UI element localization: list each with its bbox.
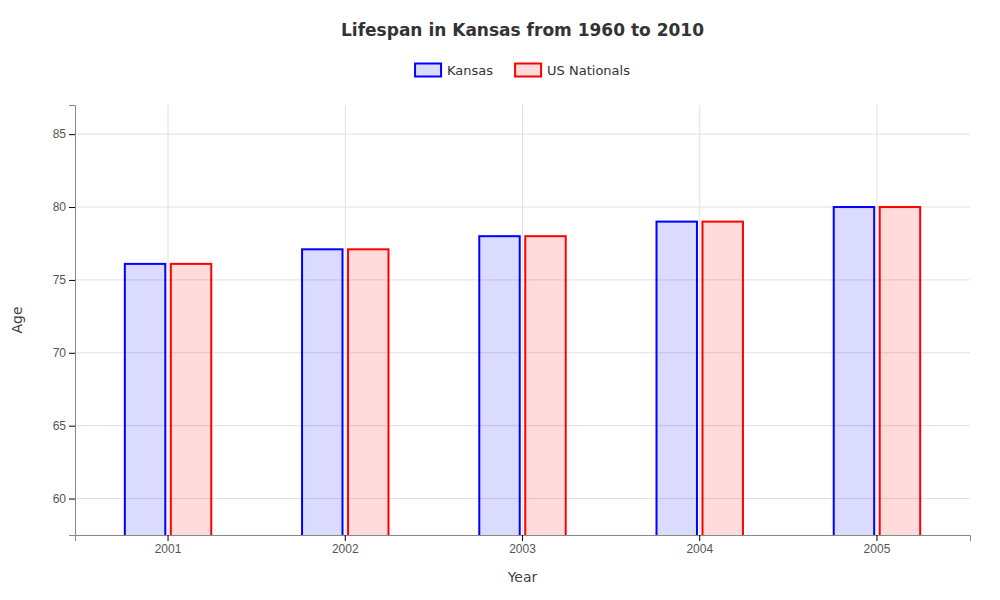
title: Lifespan in Kansas from 1960 to 2010 <box>341 20 704 40</box>
bar <box>880 207 920 535</box>
y-tick-mark <box>69 499 75 500</box>
y-axis-line <box>69 106 76 536</box>
x-tick-label: 2004 <box>686 542 713 556</box>
x-tick-label: 2005 <box>864 542 891 556</box>
y-tick-mark <box>69 134 75 135</box>
x-tick-mark <box>699 535 700 541</box>
y-tick-mark <box>69 426 75 427</box>
y-tick: 60 <box>53 492 75 506</box>
y-tick-label: 70 <box>53 346 67 360</box>
x-axis-title: Year <box>507 569 538 585</box>
bar-series <box>171 207 920 535</box>
bar <box>125 264 165 535</box>
y-tick-label: 80 <box>53 200 67 214</box>
legend-item: US Nationals <box>515 63 630 78</box>
grid-line-x <box>876 105 877 535</box>
x-tick: 2003 <box>509 535 536 556</box>
legend: Kansas US Nationals <box>415 63 630 78</box>
bar <box>657 222 697 535</box>
bar-series <box>125 207 874 535</box>
bar <box>302 249 342 535</box>
x-tick-mark <box>345 535 346 541</box>
y-tick: 65 <box>53 419 75 433</box>
legend-item: Kansas <box>415 63 493 78</box>
y-tick-mark <box>69 353 75 354</box>
legend-label: US Nationals <box>547 63 630 78</box>
x-tick: 2004 <box>686 535 713 556</box>
y-axis: 60 65 70 75 80 85 <box>53 106 76 536</box>
bar <box>702 222 742 535</box>
x-tick-label: 2001 <box>155 542 182 556</box>
x-axis: 2001 2002 2003 2004 2005 <box>76 535 971 556</box>
bar <box>171 264 211 535</box>
y-tick-mark <box>69 207 75 208</box>
y-tick-label: 85 <box>53 127 67 141</box>
grid-line-x <box>345 105 346 535</box>
x-tick-label: 2002 <box>332 542 359 556</box>
bar <box>348 249 388 535</box>
y-tick-mark <box>69 280 75 281</box>
y-tick: 70 <box>53 346 75 360</box>
bars <box>125 207 920 535</box>
bar <box>525 236 565 535</box>
grid-line-x <box>699 105 700 535</box>
x-tick-mark <box>522 535 523 541</box>
y-tick-label: 75 <box>53 273 67 287</box>
bar <box>834 207 874 535</box>
grid-line-x <box>522 105 523 535</box>
y-tick-label: 60 <box>53 492 67 506</box>
y-tick: 80 <box>53 200 75 214</box>
x-tick-label: 2003 <box>509 542 536 556</box>
grid-line-x <box>168 105 169 535</box>
chart: 2001 2002 2003 2004 2005 60 65 70 75 80 85 Year Age L… <box>0 0 1000 600</box>
x-tick-mark <box>168 535 169 541</box>
x-axis-line <box>76 536 971 542</box>
y-tick-label: 65 <box>53 419 67 433</box>
x-tick: 2001 <box>155 535 182 556</box>
legend-label: Kansas <box>447 63 493 78</box>
y-axis-title: Age <box>9 306 25 333</box>
y-tick: 75 <box>53 273 75 287</box>
x-tick: 2005 <box>864 535 891 556</box>
legend-swatch <box>515 64 541 77</box>
y-tick: 85 <box>53 127 75 141</box>
x-tick: 2002 <box>332 535 359 556</box>
bar <box>479 236 519 535</box>
plot-area: 2001 2002 2003 2004 2005 60 65 70 75 80 85 <box>53 105 971 600</box>
legend-swatch <box>415 64 441 77</box>
x-tick-mark <box>876 535 877 541</box>
